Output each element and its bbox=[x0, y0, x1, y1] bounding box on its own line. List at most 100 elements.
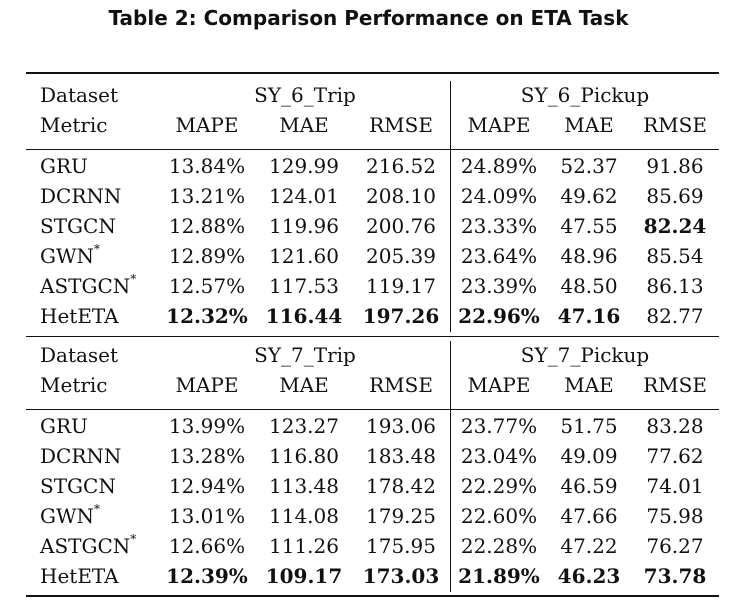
metric-label: Metric bbox=[40, 373, 108, 397]
footnote-marker: * bbox=[94, 242, 101, 257]
metric-value: 49.09 bbox=[560, 444, 618, 468]
metric-value: 23.77% bbox=[460, 414, 538, 438]
metric-value: 52.37 bbox=[560, 154, 618, 178]
metric-value: 23.64% bbox=[460, 244, 538, 268]
top-rule bbox=[26, 72, 719, 74]
metric-value: 48.50 bbox=[560, 274, 618, 298]
metric-value: 47.55 bbox=[560, 214, 618, 238]
metric-value: 13.28% bbox=[168, 444, 246, 468]
metric-value: 49.62 bbox=[560, 184, 618, 208]
metric-value: 119.17 bbox=[366, 274, 436, 298]
metric-header: RMSE bbox=[643, 113, 707, 137]
metric-value: 129.99 bbox=[269, 154, 339, 178]
metric-value: 86.13 bbox=[646, 274, 704, 298]
model-name: ASTGCN* bbox=[40, 272, 137, 298]
metric-value: 77.62 bbox=[646, 444, 704, 468]
metric-value: 76.27 bbox=[646, 534, 704, 558]
metric-value: 12.39% bbox=[166, 564, 248, 588]
metric-header: RMSE bbox=[369, 373, 433, 397]
metric-value: 12.57% bbox=[168, 274, 246, 298]
metric-value: 85.69 bbox=[646, 184, 704, 208]
metric-value: 83.28 bbox=[646, 414, 704, 438]
header-rule bbox=[26, 409, 719, 410]
footnote-marker: * bbox=[130, 532, 137, 547]
metric-value: 175.95 bbox=[366, 534, 436, 558]
metric-header: MAE bbox=[279, 113, 329, 137]
model-name: HetETA bbox=[40, 564, 119, 588]
model-name: GWN* bbox=[40, 502, 101, 528]
metric-header: MAE bbox=[564, 113, 614, 137]
metric-value: 13.84% bbox=[168, 154, 246, 178]
metric-value: 91.86 bbox=[646, 154, 704, 178]
table-caption: Table 2: Comparison Performance on ETA T… bbox=[108, 6, 629, 30]
metric-value: 116.80 bbox=[269, 444, 339, 468]
metric-value: 13.21% bbox=[168, 184, 246, 208]
metric-value: 205.39 bbox=[366, 244, 436, 268]
metric-value: 12.88% bbox=[168, 214, 246, 238]
metric-value: 22.29% bbox=[460, 474, 538, 498]
model-name: GWN* bbox=[40, 242, 101, 268]
metric-value: 12.32% bbox=[166, 304, 248, 328]
column-divider bbox=[450, 341, 451, 592]
metric-header: MAE bbox=[279, 373, 329, 397]
metric-value: 23.33% bbox=[460, 214, 538, 238]
metric-value: 47.16 bbox=[557, 304, 621, 328]
model-name: STGCN bbox=[40, 474, 116, 498]
metric-value: 46.23 bbox=[557, 564, 621, 588]
metric-value: 47.66 bbox=[560, 504, 618, 528]
bottom-rule bbox=[26, 595, 719, 597]
metric-value: 24.09% bbox=[460, 184, 538, 208]
metric-value: 200.76 bbox=[366, 214, 436, 238]
metric-value: 119.96 bbox=[269, 214, 339, 238]
model-name: STGCN bbox=[40, 214, 116, 238]
dataset-label: Dataset bbox=[40, 83, 119, 107]
footnote-marker: * bbox=[94, 502, 101, 517]
metric-value: 22.28% bbox=[460, 534, 538, 558]
metric-value: 114.08 bbox=[269, 504, 339, 528]
metric-value: 75.98 bbox=[646, 504, 704, 528]
metric-value: 173.03 bbox=[362, 564, 440, 588]
model-name: ASTGCN* bbox=[40, 532, 137, 558]
metric-value: 193.06 bbox=[366, 414, 436, 438]
dataset-label: Dataset bbox=[40, 343, 119, 367]
metric-value: 179.25 bbox=[366, 504, 436, 528]
model-name: HetETA bbox=[40, 304, 119, 328]
block-separator-rule bbox=[26, 336, 719, 337]
group-header-left: SY_6_Trip bbox=[254, 83, 356, 107]
group-header-right: SY_6_Pickup bbox=[520, 83, 650, 107]
metric-value: 23.04% bbox=[460, 444, 538, 468]
metric-value: 46.59 bbox=[560, 474, 618, 498]
metric-value: 116.44 bbox=[265, 304, 343, 328]
metric-value: 12.94% bbox=[168, 474, 246, 498]
model-name: GRU bbox=[40, 154, 88, 178]
metric-value: 12.66% bbox=[168, 534, 246, 558]
metric-header: MAPE bbox=[467, 373, 531, 397]
metric-value: 216.52 bbox=[366, 154, 436, 178]
metric-value: 13.99% bbox=[168, 414, 246, 438]
metric-value: 73.78 bbox=[643, 564, 707, 588]
metric-value: 47.22 bbox=[560, 534, 618, 558]
metric-value: 22.60% bbox=[460, 504, 538, 528]
metric-value: 123.27 bbox=[269, 414, 339, 438]
metric-value: 24.89% bbox=[460, 154, 538, 178]
metric-value: 197.26 bbox=[362, 304, 440, 328]
metric-value: 117.53 bbox=[269, 274, 339, 298]
model-name: DCRNN bbox=[40, 444, 122, 468]
metric-header: MAE bbox=[564, 373, 614, 397]
metric-value: 183.48 bbox=[366, 444, 436, 468]
metric-value: 48.96 bbox=[560, 244, 618, 268]
header-rule bbox=[26, 149, 719, 150]
metric-value: 23.39% bbox=[460, 274, 538, 298]
group-header-left: SY_7_Trip bbox=[254, 343, 356, 367]
metric-value: 51.75 bbox=[560, 414, 618, 438]
metric-value: 13.01% bbox=[168, 504, 246, 528]
metric-value: 208.10 bbox=[366, 184, 436, 208]
metric-value: 74.01 bbox=[646, 474, 704, 498]
model-name: DCRNN bbox=[40, 184, 122, 208]
metric-value: 12.89% bbox=[168, 244, 246, 268]
metric-value: 82.24 bbox=[643, 214, 707, 238]
metric-value: 111.26 bbox=[269, 534, 339, 558]
metric-value: 21.89% bbox=[458, 564, 540, 588]
metric-header: RMSE bbox=[643, 373, 707, 397]
metric-header: MAPE bbox=[175, 373, 239, 397]
